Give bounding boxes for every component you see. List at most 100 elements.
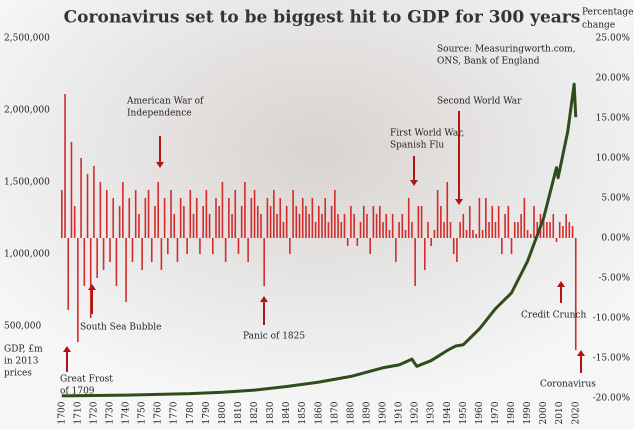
bar [481, 230, 484, 238]
bar [555, 238, 558, 242]
bar [449, 222, 452, 238]
bar [301, 198, 304, 238]
x-tick-label: 1730 [106, 401, 116, 424]
y-tick-label: 2,000,000 [4, 106, 50, 116]
bar [446, 182, 449, 238]
annotation-arrowhead [455, 199, 463, 205]
bar [549, 222, 551, 238]
annotation: of 1709 [60, 387, 95, 397]
bar [372, 206, 375, 238]
bar [462, 214, 465, 238]
bar [276, 214, 278, 238]
bar [327, 222, 330, 238]
bar [186, 238, 188, 254]
y2-tick-label: 0.00% [601, 234, 630, 244]
bar [282, 222, 285, 238]
bar [497, 206, 500, 238]
bar [385, 214, 388, 238]
x-tick-label: 1910 [395, 401, 405, 424]
x-tick-label: 1950 [459, 401, 469, 424]
bar [517, 222, 519, 238]
bar [208, 214, 211, 238]
bar [571, 226, 574, 238]
bar [520, 214, 522, 238]
bar [195, 198, 198, 238]
x-tick-label: 1820 [250, 401, 260, 424]
annotation: South Sea Bubble [80, 323, 162, 333]
y2-tick-label: -15.00% [593, 354, 631, 364]
chart-title: Coronavirus set to be biggest hit to GDP… [64, 8, 581, 28]
bar [295, 206, 298, 238]
bar [93, 166, 95, 238]
x-tick-label: 1900 [379, 401, 389, 424]
bar [96, 238, 98, 278]
bar [565, 214, 567, 238]
bar [533, 206, 535, 238]
bar [211, 238, 214, 254]
bar [353, 214, 355, 238]
bar [256, 206, 259, 238]
bar [350, 206, 352, 238]
bar [321, 214, 323, 238]
x-tick-label: 1990 [523, 401, 533, 424]
bar [289, 238, 291, 254]
bar [417, 206, 420, 238]
bar [308, 214, 310, 238]
bar [244, 182, 246, 238]
source: ONS, Bank of England [437, 57, 540, 67]
bar [144, 198, 147, 238]
bar [526, 230, 529, 238]
bar [192, 214, 195, 238]
bar [346, 238, 349, 246]
bar [456, 238, 458, 262]
bar [478, 198, 481, 238]
x-tick-label: 1770 [170, 401, 180, 424]
annotation: Second World War [437, 97, 522, 107]
bar [369, 238, 371, 254]
bar [228, 198, 230, 238]
bar [234, 190, 237, 238]
bar [468, 206, 471, 238]
y2-tick-label: -5.00% [598, 274, 630, 284]
x-tick-label: 1790 [202, 401, 212, 424]
y2-tick-label: 25.00% [596, 34, 631, 44]
y-axis-title: prices [4, 369, 32, 379]
annotation-arrowhead [557, 281, 565, 287]
bar [128, 198, 131, 238]
bar [423, 238, 426, 270]
bar [170, 190, 172, 238]
bar [231, 214, 233, 238]
bar [61, 190, 63, 238]
x-tick-label: 1840 [282, 401, 292, 424]
bar [176, 238, 179, 262]
bar [250, 198, 253, 238]
bar [401, 214, 404, 238]
bar [167, 238, 169, 254]
bar [523, 198, 526, 238]
bar [298, 214, 301, 238]
y2-axis-title: Percentage [582, 8, 634, 18]
bar [546, 222, 548, 238]
bar [513, 222, 516, 238]
bar [305, 206, 307, 238]
bar [314, 222, 317, 238]
bar [154, 206, 156, 238]
bar [414, 238, 416, 286]
bar [138, 214, 140, 238]
y2-tick-label: -20.00% [593, 394, 631, 404]
bar [118, 206, 121, 238]
x-tick-label: 1800 [218, 401, 228, 424]
bar [224, 238, 227, 262]
y2-tick-label: 10.00% [596, 154, 631, 164]
y2-tick-label: 20.00% [596, 74, 631, 84]
y-axis-title: GDP, £m [4, 345, 43, 355]
bar [430, 238, 433, 246]
bar [436, 190, 439, 238]
x-tick-label: 1880 [346, 401, 356, 424]
bar [83, 238, 86, 286]
bar [398, 222, 400, 238]
bar [343, 214, 346, 238]
x-tick-label: 1930 [427, 401, 437, 424]
bar [112, 198, 115, 238]
